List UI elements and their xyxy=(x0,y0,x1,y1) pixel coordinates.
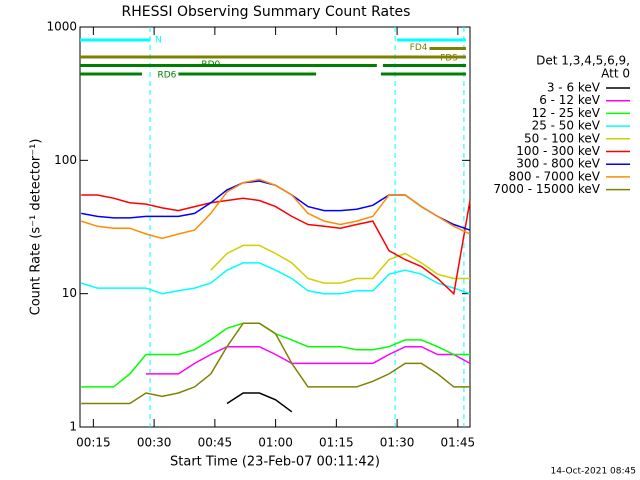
flag-label: N xyxy=(155,36,162,46)
legend-label: 7000 - 15000 keV xyxy=(493,182,600,196)
x-tick-label: 01:00 xyxy=(258,436,293,450)
series-line xyxy=(210,244,470,284)
plot-frame xyxy=(79,26,471,428)
flag-label: RD6 xyxy=(157,71,176,81)
legend-header: Det 1,3,4,5,6,9, xyxy=(536,54,630,68)
x-tick-label: 01:45 xyxy=(441,436,476,450)
flag-label: RD0 xyxy=(201,60,220,70)
legend-label: 6 - 12 keV xyxy=(539,93,601,107)
chart-title: RHESSI Observing Summary Count Rates xyxy=(122,4,411,20)
y-tick-label: 1000 xyxy=(46,20,77,34)
legend-label: 50 - 100 keV xyxy=(524,131,601,145)
series-line xyxy=(80,262,471,295)
series-line xyxy=(81,194,471,296)
y-axis-label: Count Rate (s⁻¹ detector⁻¹) xyxy=(29,139,44,316)
x-tick-label: 00:15 xyxy=(76,436,111,450)
x-tick-label: 00:45 xyxy=(198,436,233,450)
legend-label: 25 - 50 keV xyxy=(532,119,601,133)
legend-label: 800 - 7000 keV xyxy=(509,169,601,183)
legend-label: 300 - 800 keV xyxy=(516,157,600,171)
legend-label: 12 - 25 keV xyxy=(532,106,601,120)
legend-label: 3 - 6 keV xyxy=(547,81,601,95)
y-tick-label: 10 xyxy=(62,286,77,300)
x-tick-label: 00:30 xyxy=(137,436,172,450)
timestamp: 14-Oct-2021 08:45 xyxy=(551,467,636,477)
flag-label: FD4 xyxy=(410,43,428,53)
flag-label: FD5 xyxy=(440,54,458,64)
x-axis-label: Start Time (23-Feb-07 00:11:42) xyxy=(170,455,380,470)
legend-label: 100 - 300 keV xyxy=(516,144,600,158)
series-line xyxy=(80,178,471,240)
y-tick-label: 100 xyxy=(54,153,77,167)
y-tick-label: 1 xyxy=(69,420,77,434)
x-tick-label: 01:30 xyxy=(380,436,415,450)
series-line xyxy=(146,345,471,375)
series-line xyxy=(81,322,470,405)
legend-header: Att 0 xyxy=(601,67,630,81)
x-tick-label: 01:15 xyxy=(319,436,354,450)
